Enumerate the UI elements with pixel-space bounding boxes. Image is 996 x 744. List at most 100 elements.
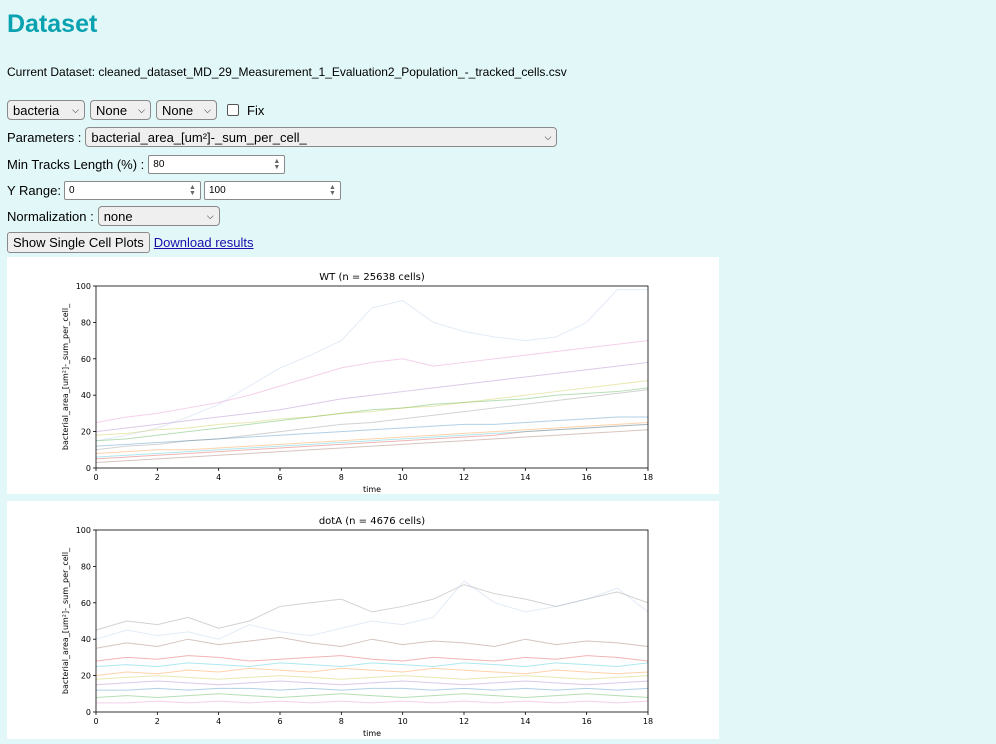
series-line	[95, 584, 649, 631]
wt-plot: WT (n = 25638 cells) 0 2 4 6 8 10 12 14 16 18 0 20 40…	[61, 272, 653, 494]
x-tick-label: 4	[216, 473, 221, 482]
x-tick-label: 10	[398, 717, 408, 726]
spinner-icon[interactable]: ▲ ▼	[189, 183, 196, 197]
series-line	[95, 693, 649, 698]
wt-plot-panel: WT (n = 25638 cells) 0 2 4 6 8 10 12 14 16 18 0 20 40…	[7, 257, 719, 494]
y-range-row: Y Range: 0 ▲ ▼ 100 ▲ ▼	[7, 181, 341, 200]
parameters-select[interactable]: bacterial_area_[um²]-_sum_per_cell_ ⌵	[85, 127, 558, 147]
series-line	[95, 636, 649, 649]
parameters-select-value: bacterial_area_[um²]-_sum_per_cell_	[91, 129, 307, 145]
parameters-row: Parameters : bacterial_area_[um²]-_sum_p…	[7, 127, 558, 147]
show-single-cell-plots-button[interactable]: Show Single Cell Plots	[7, 232, 150, 253]
y-range-label: Y Range:	[7, 183, 61, 198]
y-tick-label: 20	[81, 428, 91, 437]
x-tick-label: 8	[339, 717, 344, 726]
x-tick-label: 16	[582, 473, 592, 482]
y-tick-label: 60	[81, 355, 91, 364]
x-axis-label: time	[363, 729, 381, 738]
plot-frame	[95, 285, 649, 469]
normalization-row: Normalization : none ⌵	[7, 206, 220, 226]
download-results-link[interactable]: Download results	[153, 235, 254, 250]
x-tick-label: 12	[459, 473, 469, 482]
chevron-down-icon: ⌵	[206, 210, 214, 221]
current-dataset-value: cleaned_dataset_MD_29_Measurement_1_Eval…	[98, 65, 567, 79]
chart-title: WT (n = 25638 cells)	[319, 272, 425, 283]
filter3-select-value: None	[162, 102, 194, 118]
min-tracks-label: Min Tracks Length (%) :	[7, 157, 145, 172]
filter3-select[interactable]: None ⌵	[156, 100, 217, 120]
series-line	[95, 662, 649, 668]
y-tick-label: 0	[86, 708, 91, 717]
page-title: Dataset	[7, 10, 98, 38]
fix-label: Fix	[247, 102, 265, 118]
y-tick-label: 20	[81, 672, 91, 681]
chevron-down-icon: ⌵	[138, 104, 145, 115]
y-axis-label: bacterial_area_[um²]-_sum_per_cell_	[61, 547, 70, 694]
x-tick-label: 14	[520, 717, 530, 726]
x-tick-label: 14	[520, 473, 530, 482]
y-range-min-value: 0	[68, 185, 75, 196]
series-group	[95, 580, 649, 704]
x-tick-label: 2	[155, 717, 160, 726]
dota-plot-panel: dotA (n = 4676 cells) 0 2 4 6 8 10 12 14 16 18 0 20 4…	[7, 501, 719, 739]
y-tick-label: 60	[81, 599, 91, 608]
group-select[interactable]: bacteria ⌵	[7, 100, 85, 120]
y-tick-label: 80	[81, 562, 91, 571]
min-tracks-input[interactable]: 80 ▲ ▼	[148, 155, 286, 174]
series-line	[95, 680, 649, 686]
dota-plot: dotA (n = 4676 cells) 0 2 4 6 8 10 12 14 16 18 0 20 4…	[61, 516, 653, 738]
x-tick-label: 8	[339, 473, 344, 482]
y-tick-label: 40	[81, 635, 91, 644]
y-tick-label: 100	[76, 282, 91, 291]
x-axis-label: time	[363, 485, 381, 494]
x-tick-label: 4	[216, 717, 221, 726]
parameters-label: Parameters :	[7, 129, 82, 145]
current-dataset: Current Dataset: cleaned_dataset_MD_29_M…	[7, 65, 567, 79]
x-tick-label: 18	[643, 717, 653, 726]
x-tick-label: 16	[582, 717, 592, 726]
chart-title: dotA (n = 4676 cells)	[319, 516, 425, 527]
series-line	[95, 655, 649, 662]
spinner-icon[interactable]: ▲ ▼	[329, 183, 336, 197]
series-line	[95, 675, 649, 680]
series-line	[95, 422, 649, 454]
min-tracks-value: 80	[153, 159, 165, 170]
series-line	[95, 667, 649, 677]
series-line	[95, 423, 649, 458]
x-tick-label: 18	[643, 473, 653, 482]
chevron-down-icon: ⌵	[544, 131, 552, 142]
filter2-select-value: None	[96, 102, 128, 118]
x-tick-label: 6	[277, 717, 282, 726]
y-axis-label: bacterial_area_[um²]-_sum_per_cell_	[61, 303, 70, 450]
y-tick-label: 100	[76, 526, 91, 535]
series-line	[95, 289, 648, 442]
x-tick-label: 2	[155, 473, 160, 482]
series-line	[96, 700, 649, 704]
x-tick-label: 0	[93, 473, 98, 482]
series-group	[95, 289, 649, 464]
y-tick-label: 40	[81, 391, 91, 400]
fix-checkbox[interactable]	[227, 104, 239, 116]
normalization-label: Normalization :	[7, 208, 94, 224]
y-range-max-value: 100	[208, 185, 226, 196]
y-range-min-input[interactable]: 0 ▲ ▼	[63, 181, 201, 200]
series-line	[95, 389, 649, 451]
series-line	[95, 340, 649, 423]
x-tick-label: 0	[93, 717, 98, 726]
filter2-select[interactable]: None ⌵	[90, 100, 151, 120]
x-tick-label: 12	[459, 717, 469, 726]
series-line	[95, 429, 649, 464]
series-line	[95, 423, 649, 460]
normalization-select[interactable]: none ⌵	[97, 206, 220, 226]
series-line	[95, 387, 649, 442]
spinner-icon[interactable]: ▲ ▼	[273, 157, 281, 171]
group-select-value: bacteria	[13, 102, 60, 118]
y-range-max-input[interactable]: 100 ▲ ▼	[203, 181, 341, 200]
x-tick-label: 6	[277, 473, 282, 482]
x-tick-label: 10	[398, 473, 408, 482]
chevron-down-icon: ⌵	[72, 104, 79, 115]
normalization-select-value: none	[103, 208, 133, 224]
y-tick-label: 80	[81, 318, 91, 327]
current-dataset-label: Current Dataset:	[7, 65, 96, 79]
filter-row: bacteria ⌵ None ⌵ None ⌵ Fix	[7, 100, 264, 120]
